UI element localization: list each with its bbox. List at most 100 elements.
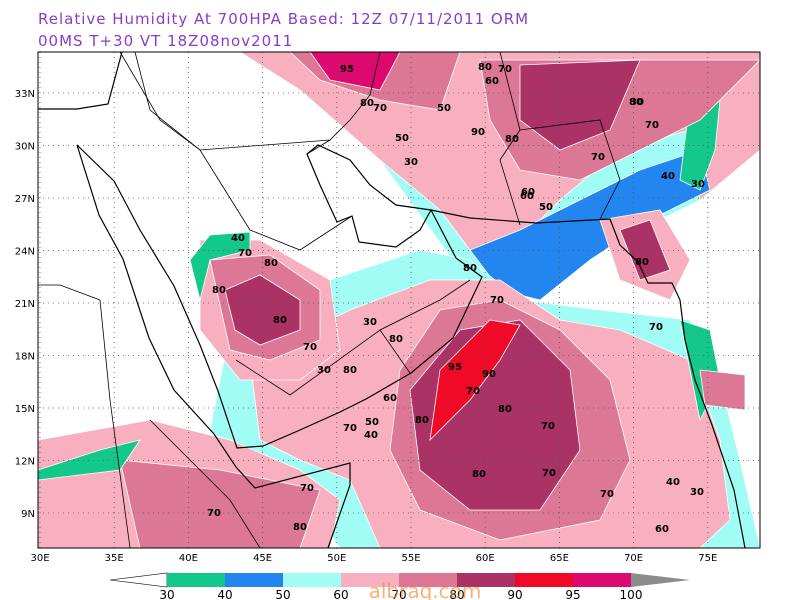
title-line-1: Relative Humidity At 700HPA Based: 12Z 0… [38, 10, 529, 28]
contour-label: 95 [340, 64, 354, 75]
contour-label: 80 [629, 97, 643, 108]
colorbar-box [341, 573, 399, 587]
colorbar-label: 80 [449, 588, 464, 600]
colorbar-label: 50 [275, 588, 290, 600]
humidity-field [38, 52, 760, 548]
contour-label: 30 [363, 317, 377, 328]
watermark: albraq.com [369, 579, 482, 600]
colorbar-label: 60 [333, 588, 348, 600]
contour-label: 30 [691, 179, 705, 190]
contour-label: 70 [373, 103, 387, 114]
colorbar-box [283, 573, 341, 587]
humidity-region [619, 219, 671, 281]
lat-label: 18N [15, 352, 35, 363]
lat-label: 30N [15, 142, 35, 153]
colorbar-box [167, 573, 225, 587]
lon-label: 65E [550, 553, 569, 564]
lat-label: 33N [15, 89, 35, 100]
humidity-region [189, 231, 251, 301]
contour-label: 70 [238, 248, 252, 259]
contour-label: 50 [437, 103, 451, 114]
contour-label: 50 [395, 133, 409, 144]
contour-label: 80 [343, 365, 357, 376]
contour-label: 50 [365, 417, 379, 428]
contour-label: 40 [661, 171, 675, 182]
colorbar-label: 30 [159, 588, 174, 600]
contour-label: 70 [343, 423, 357, 434]
contour-label: 70 [600, 489, 614, 500]
lat-label: 24N [15, 247, 35, 258]
contour-label: 70 [541, 421, 555, 432]
contour-label: 80 [478, 62, 492, 73]
humidity-region [38, 439, 141, 481]
coastlines [38, 52, 746, 548]
contour-label: 95 [448, 362, 462, 373]
colorbar-box [457, 573, 515, 587]
colorbar-over [631, 573, 690, 587]
lon-label: 70E [624, 553, 643, 564]
lon-label: 45E [253, 553, 272, 564]
contour-label: 80 [264, 258, 278, 269]
contour-label: 70 [466, 386, 480, 397]
lat-label: 27N [15, 194, 35, 205]
humidity-region [469, 149, 711, 301]
contour-label: 70 [490, 295, 504, 306]
contour-label: 30 [630, 97, 644, 108]
contour-label: 70 [303, 342, 317, 353]
lon-label: 50E [327, 553, 346, 564]
contour-label: 80 [635, 257, 649, 268]
lon-label: 60E [476, 553, 495, 564]
colorbar: 30 40 50 60 70 80 90 95 100 [109, 572, 690, 600]
contour-label: 70 [591, 152, 605, 163]
lon-label: 35E [105, 553, 124, 564]
colorbar-under [109, 572, 168, 588]
contour-label: 70 [300, 483, 314, 494]
graticule [38, 52, 760, 548]
contour-label: 80 [472, 469, 486, 480]
lon-label: 30E [30, 553, 49, 564]
contour-label: 80 [273, 315, 287, 326]
contour-label: 50 [539, 202, 553, 213]
lon-label: 75E [698, 553, 717, 564]
contour-label: 70 [542, 468, 556, 479]
contour-label: 30 [404, 157, 418, 168]
contour-label: 70 [207, 508, 221, 519]
contour-label: 80 [463, 263, 477, 274]
colorbar-box [399, 573, 457, 587]
contour-label: 40 [231, 233, 245, 244]
contour-label: 80 [498, 404, 512, 415]
contour-label: 80 [360, 98, 374, 109]
contour-label: 40 [666, 477, 680, 488]
lon-label: 40E [179, 553, 198, 564]
contour-label: 30 [690, 487, 704, 498]
lon-label: 55E [401, 553, 420, 564]
humidity-region [429, 319, 521, 442]
humidity-region [519, 59, 641, 151]
contour-label: 60 [383, 393, 397, 404]
contour-label: 90 [482, 369, 496, 380]
title-line-2: 00MS T+30 VT 18Z08nov2011 [38, 32, 293, 50]
lat-label: 21N [15, 299, 35, 310]
contour-label: 80 [505, 134, 519, 145]
lat-label: 12N [15, 457, 35, 468]
colorbar-box [225, 573, 283, 587]
contour-label: 80 [415, 415, 429, 426]
lat-label: 9N [21, 509, 35, 520]
colorbar-box [573, 573, 631, 587]
lat-label: 15N [15, 404, 35, 415]
contour-label: 80 [293, 522, 307, 533]
colorbar-label: 90 [507, 588, 522, 600]
humidity-region [119, 459, 321, 548]
contour-label: 70 [645, 120, 659, 131]
contour-label: 60 [485, 76, 499, 87]
contour-label: 80 [212, 285, 226, 296]
colorbar-label: 70 [391, 588, 406, 600]
map-frame [37, 51, 761, 549]
humidity-region [699, 369, 746, 411]
colorbar-label: 100 [620, 588, 643, 600]
contour-label: 70 [649, 322, 663, 333]
contour-label: 70 [498, 64, 512, 75]
contour-label: 90 [471, 127, 485, 138]
